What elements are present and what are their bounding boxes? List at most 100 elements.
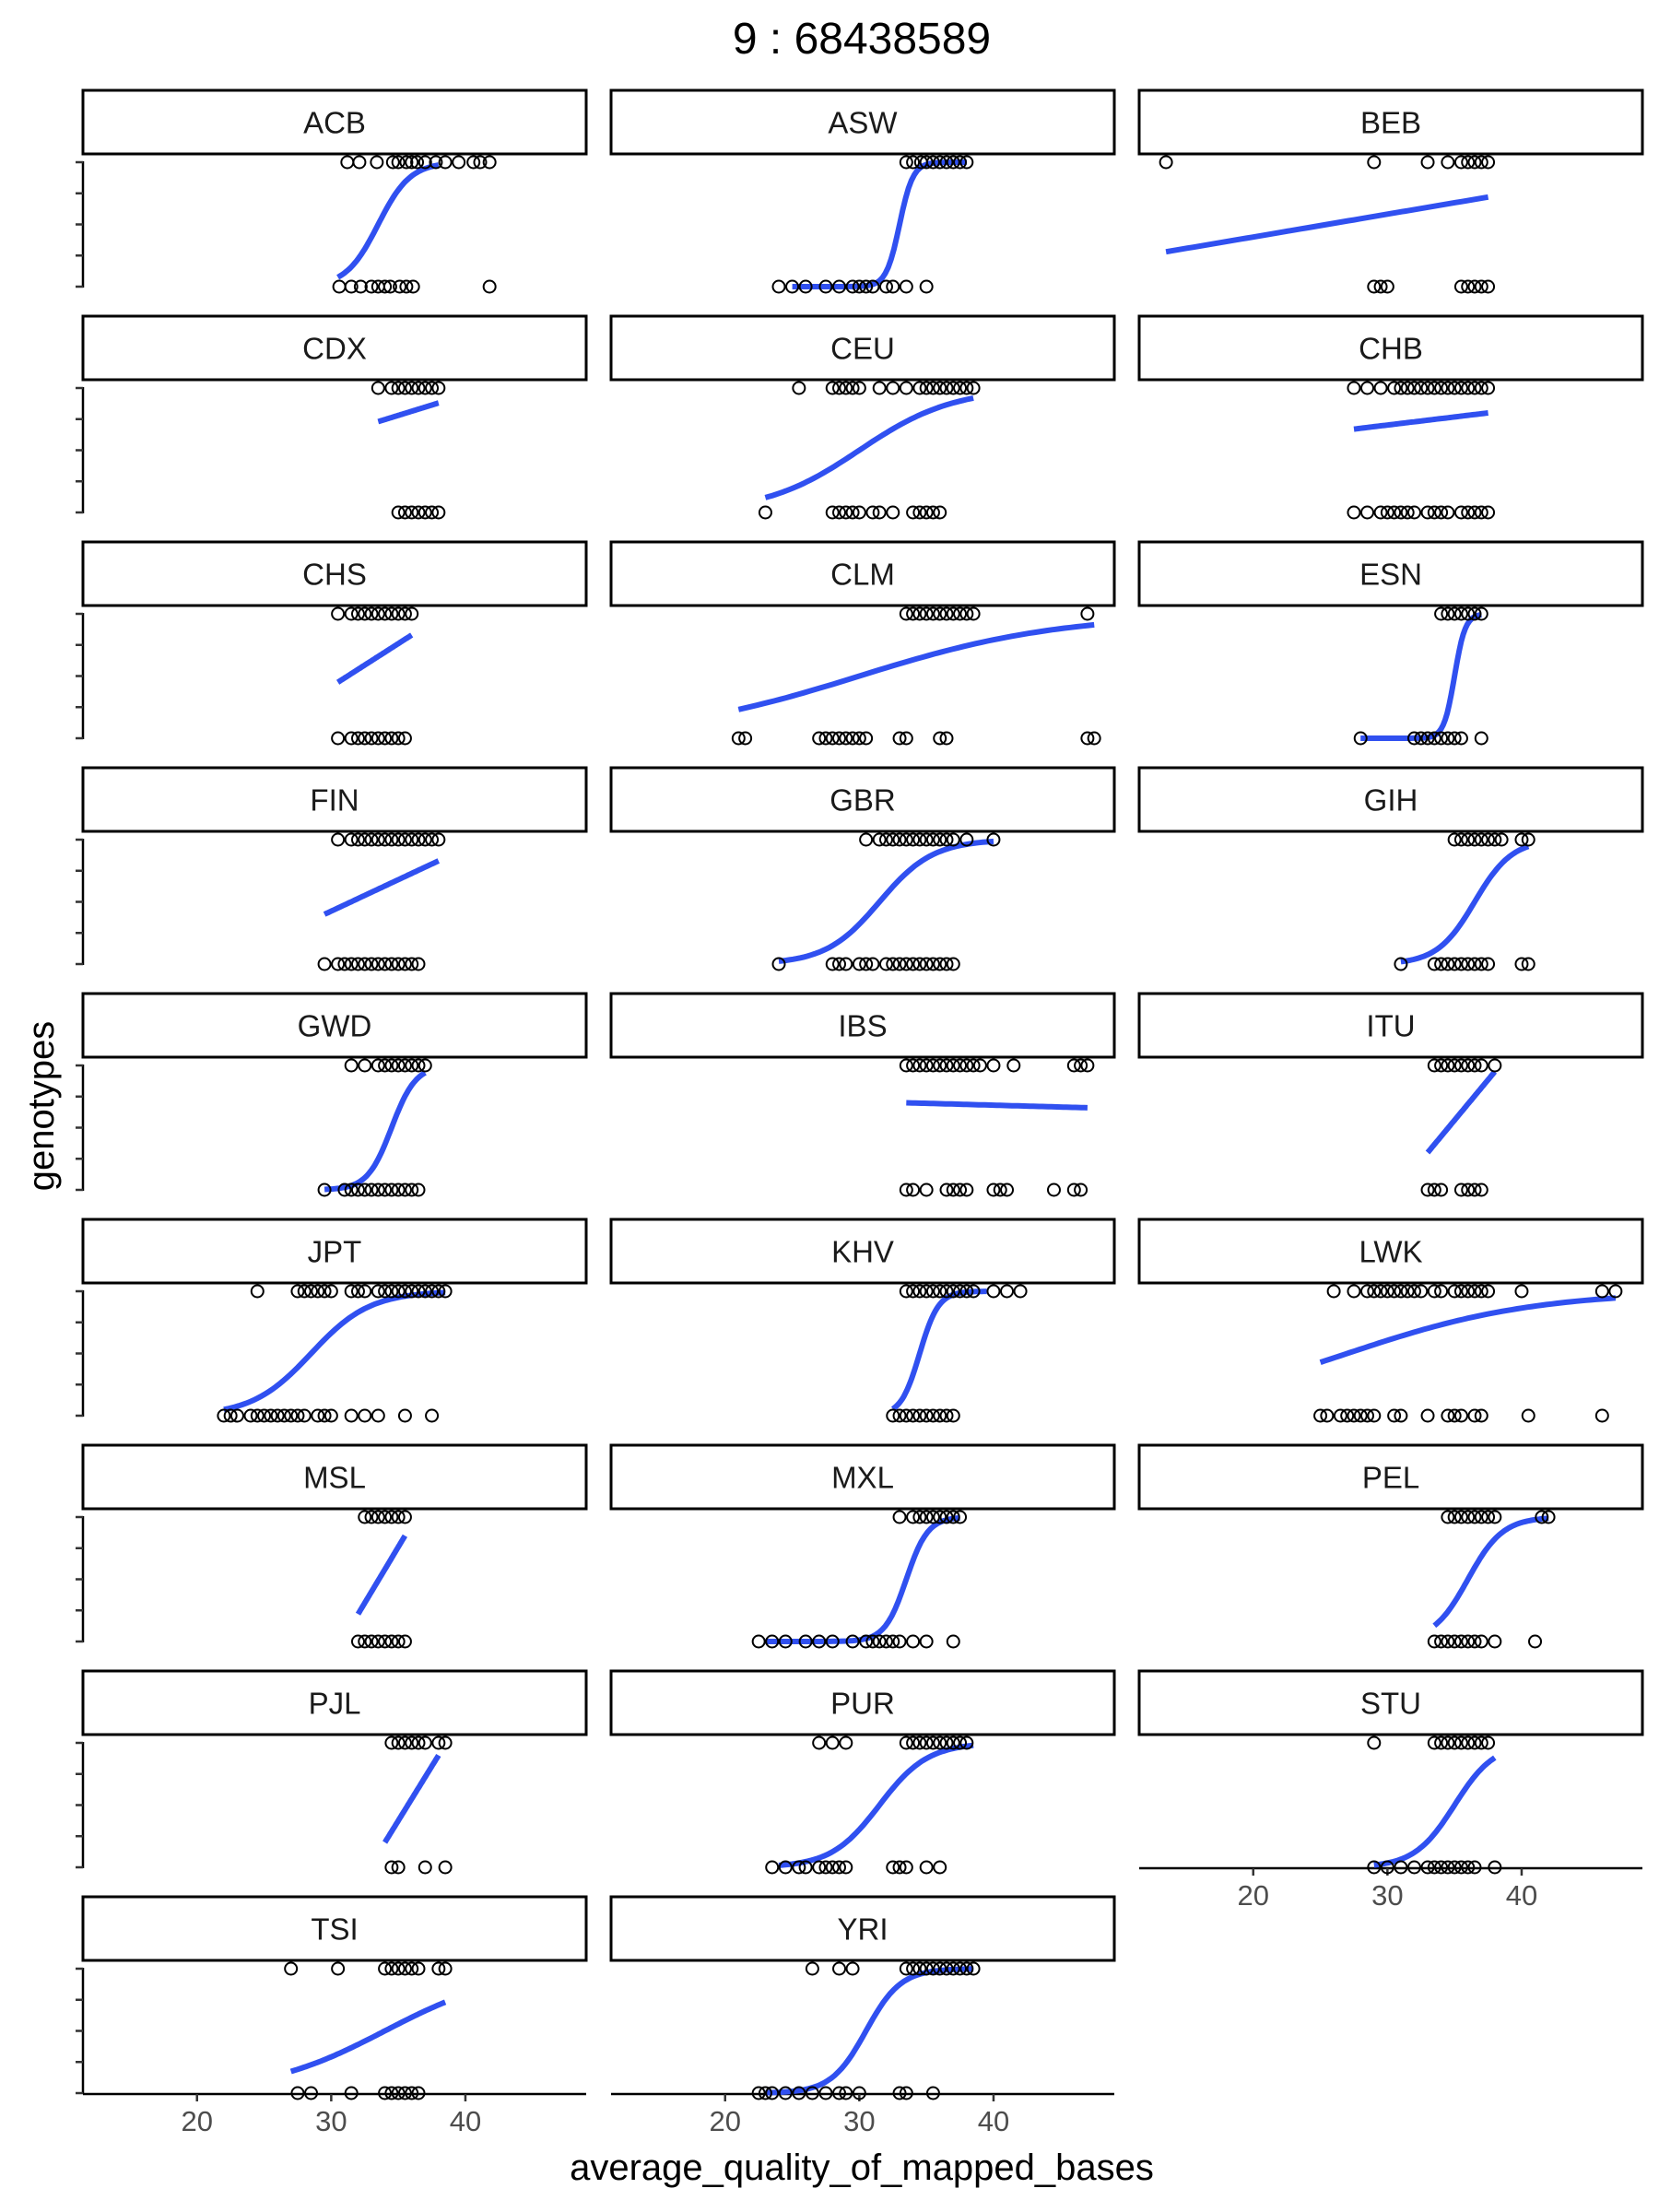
- data-point: [832, 1961, 847, 1976]
- data-point: [1461, 1182, 1476, 1197]
- data-point: [364, 279, 379, 294]
- data-point: [1474, 1634, 1488, 1649]
- data-point: [953, 1510, 968, 1524]
- data-point: [933, 1860, 947, 1875]
- data-point: [418, 1735, 432, 1750]
- data-point: [284, 1408, 299, 1423]
- data-point: [959, 155, 974, 170]
- data-point: [912, 1735, 927, 1750]
- data-point: [912, 957, 927, 971]
- data-point: [397, 2086, 412, 2100]
- facet-panel-cdx: CDX: [76, 314, 588, 520]
- data-point: [1474, 832, 1488, 847]
- data-point: [1467, 381, 1482, 395]
- facet-panel-fin: FIN: [76, 766, 588, 971]
- data-point: [358, 1284, 372, 1299]
- data-point: [1347, 505, 1361, 520]
- data-point: [1427, 957, 1441, 971]
- data-point: [1453, 731, 1468, 746]
- data-point: [311, 1408, 325, 1423]
- data-point: [933, 1284, 947, 1299]
- data-point: [370, 155, 384, 170]
- data-point: [391, 1961, 406, 1976]
- data-point: [1353, 1408, 1368, 1423]
- data-point: [264, 1408, 278, 1423]
- data-point: [1453, 155, 1468, 170]
- data-point: [939, 1408, 954, 1423]
- data-point: [1414, 381, 1429, 395]
- facet-label: ITU: [1366, 1009, 1415, 1043]
- data-point: [765, 2086, 780, 2100]
- data-point: [331, 957, 346, 971]
- data-point: [397, 1058, 412, 1073]
- data-point: [364, 731, 379, 746]
- data-point: [358, 1408, 372, 1423]
- data-point: [953, 1182, 968, 1197]
- data-point: [1461, 957, 1476, 971]
- data-point: [1406, 1284, 1421, 1299]
- data-point: [399, 155, 414, 170]
- data-point: [939, 1735, 954, 1750]
- data-point: [290, 1408, 305, 1423]
- data-point: [939, 731, 954, 746]
- data-point: [925, 1058, 940, 1073]
- data-point: [411, 1058, 426, 1073]
- chart-title: 9 : 68438589: [733, 15, 991, 64]
- facet-strip: [81, 766, 588, 833]
- data-point: [899, 1058, 913, 1073]
- data-point: [966, 381, 981, 395]
- data-point: [886, 1408, 900, 1423]
- data-point: [425, 832, 440, 847]
- data-point: [792, 1860, 806, 1875]
- data-point: [825, 1735, 840, 1750]
- data-point: [878, 957, 893, 971]
- data-point: [431, 1961, 446, 1976]
- data-point: [290, 1284, 305, 1299]
- data-point: [317, 1284, 332, 1299]
- data-point: [344, 1284, 359, 1299]
- data-point: [482, 279, 497, 294]
- data-point: [1488, 1510, 1502, 1524]
- x-tick-label: 40: [1506, 1879, 1537, 1912]
- facet-strip: [81, 1669, 588, 1736]
- data-point: [899, 1284, 913, 1299]
- data-point: [933, 1510, 947, 1524]
- data-point: [953, 1961, 968, 1976]
- data-point: [785, 279, 800, 294]
- data-point: [906, 957, 921, 971]
- data-point: [344, 279, 359, 294]
- data-point: [933, 832, 947, 847]
- facet-panels: ACB ASW BEB CDX CEU CHB CHS CLM ESN FIN GBR GIH GWD I…: [76, 88, 1644, 2137]
- facet-strip: [81, 1218, 588, 1285]
- fit-curve: [778, 1742, 974, 1868]
- data-point: [1474, 1510, 1488, 1524]
- data-point: [946, 1961, 960, 1976]
- data-point: [812, 1860, 827, 1875]
- data-point: [832, 279, 847, 294]
- data-point: [778, 1634, 793, 1649]
- data-point: [411, 1182, 426, 1197]
- data-point: [297, 1408, 312, 1423]
- data-point: [852, 731, 866, 746]
- data-point: [839, 1735, 853, 1750]
- data-point: [946, 1284, 960, 1299]
- data-point: [1367, 1860, 1382, 1875]
- data-point: [953, 606, 968, 621]
- data-point: [1461, 1735, 1476, 1750]
- data-point: [331, 606, 346, 621]
- data-point: [1467, 1284, 1482, 1299]
- data-point: [371, 1634, 385, 1649]
- data-point: [839, 957, 853, 971]
- data-point: [1467, 1634, 1482, 1649]
- data-point: [765, 1634, 780, 1649]
- data-point: [1608, 1284, 1623, 1299]
- data-point: [1488, 1860, 1502, 1875]
- data-point: [1420, 731, 1435, 746]
- data-point: [371, 381, 385, 395]
- facet-panel-mxl: MXL: [609, 1443, 1116, 1649]
- data-point: [391, 1058, 406, 1073]
- data-point: [939, 1284, 954, 1299]
- data-point: [276, 1408, 291, 1423]
- data-point: [384, 1284, 399, 1299]
- data-point: [892, 957, 907, 971]
